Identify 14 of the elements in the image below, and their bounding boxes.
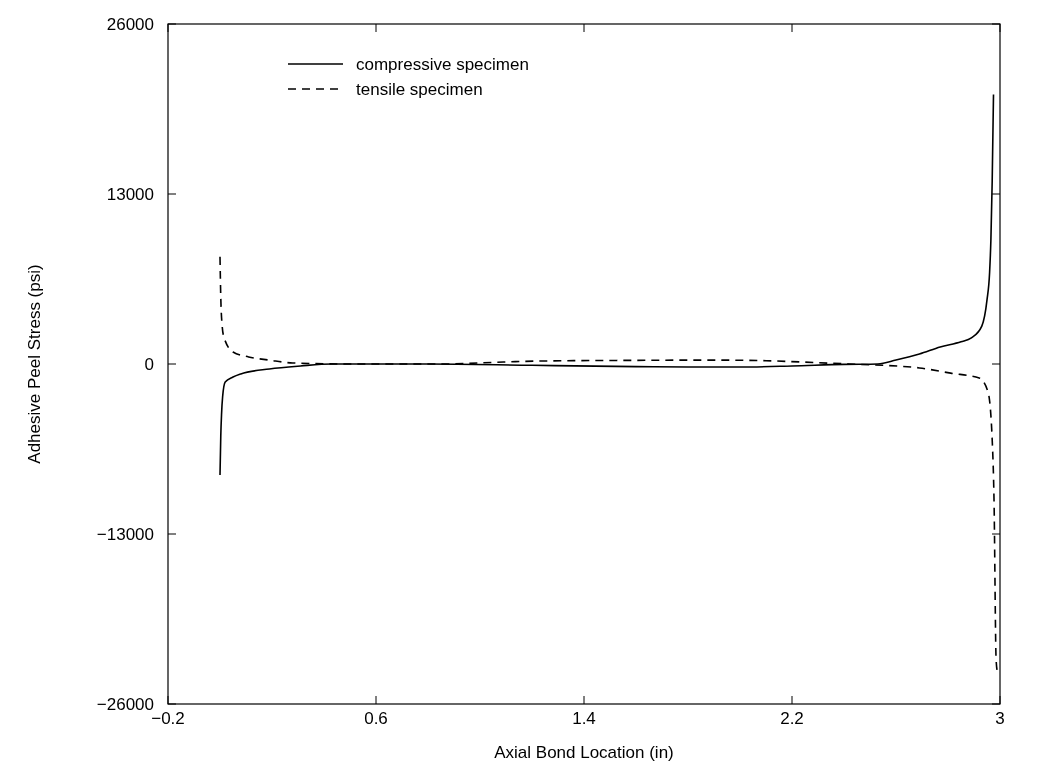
x-tick-label: 1.4 bbox=[572, 709, 596, 728]
x-tick-label: 3 bbox=[995, 709, 1005, 728]
legend-label: tensile specimen bbox=[356, 80, 483, 99]
x-tick-label: 0.6 bbox=[364, 709, 388, 728]
x-tick-label: −0.2 bbox=[151, 709, 185, 728]
legend-label: compressive specimen bbox=[356, 55, 529, 74]
y-tick-label: −26000 bbox=[96, 695, 154, 714]
x-tick-label: 2.2 bbox=[780, 709, 804, 728]
x-axis-title: Axial Bond Location (in) bbox=[494, 743, 674, 762]
y-tick-label: 13000 bbox=[106, 185, 154, 204]
y-tick-label: 26000 bbox=[106, 15, 154, 34]
y-axis-title: Adhesive Peel Stress (psi) bbox=[25, 264, 44, 464]
y-tick-label: −13000 bbox=[96, 525, 154, 544]
y-tick-label: 0 bbox=[144, 355, 154, 374]
